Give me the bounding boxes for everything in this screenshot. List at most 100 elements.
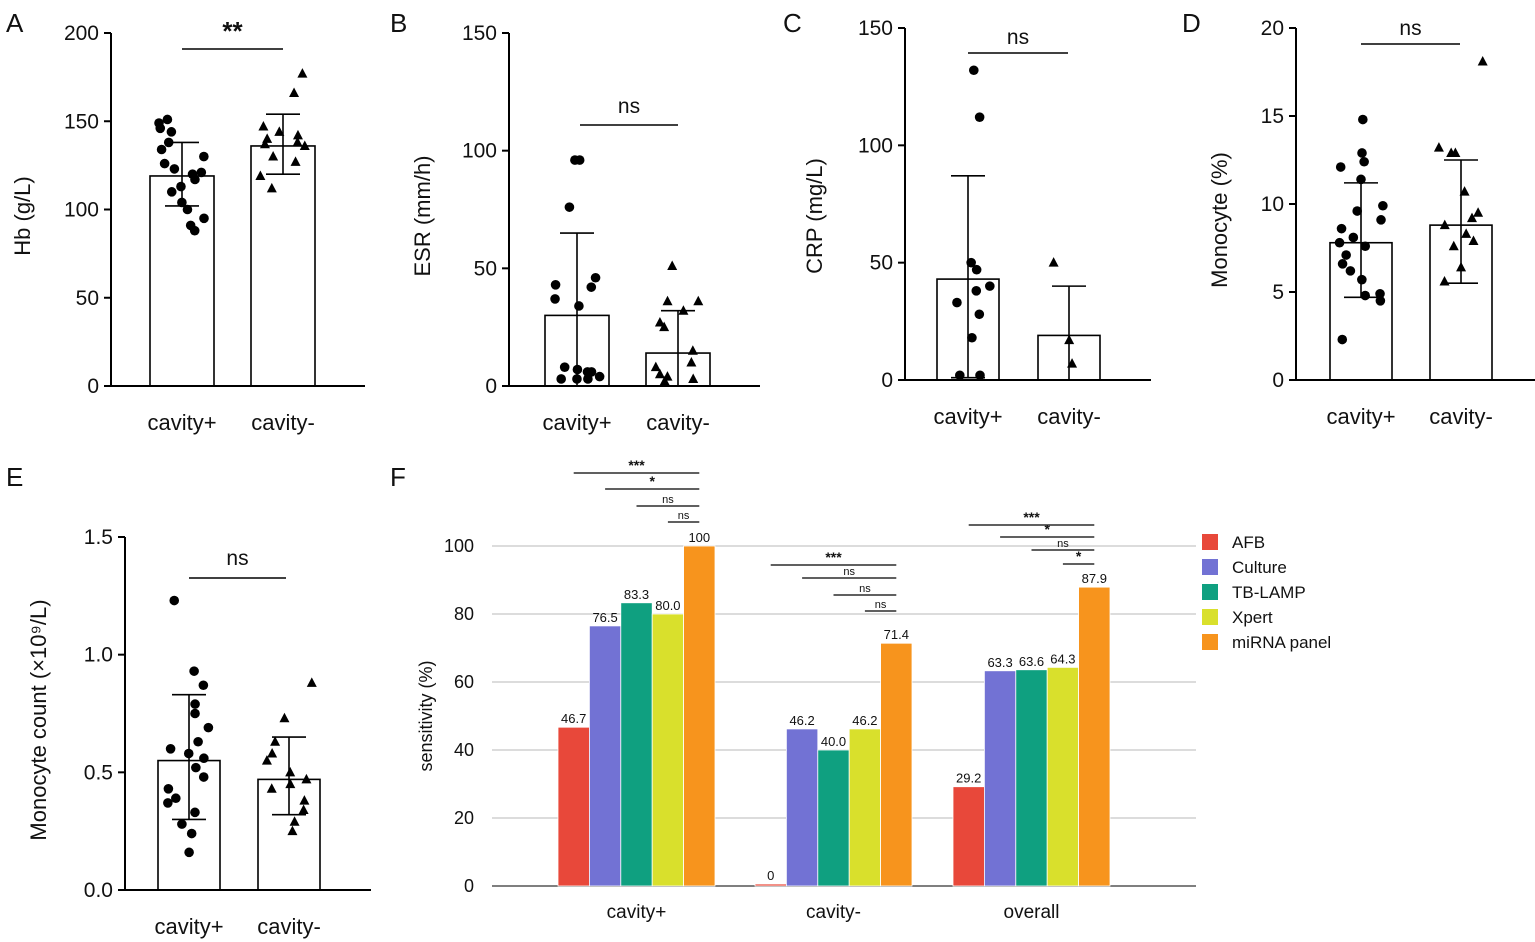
panel-letter: E <box>6 462 23 492</box>
x-tick-label: cavity+ <box>147 410 216 435</box>
x-tick-label: cavity- <box>251 410 315 435</box>
y-tick-label: 150 <box>858 17 893 40</box>
data-point <box>564 202 575 212</box>
bar-tblamp-overall <box>1015 669 1048 887</box>
legend-swatch <box>1202 609 1218 625</box>
significance-label: *** <box>628 457 645 473</box>
bar-mirnapanel-cavity <box>880 642 913 887</box>
data-point <box>654 316 665 327</box>
panel-letter: F <box>390 462 406 492</box>
panel-c: C 0 50 100 150 CRP (mg/L) cavity+ cavity-ns <box>783 8 1151 429</box>
data-point <box>952 297 962 308</box>
y-tick-label: 60 <box>454 672 474 692</box>
data-point <box>165 744 176 754</box>
data-point <box>1446 147 1457 157</box>
data-point <box>297 68 308 78</box>
x-tick-label: cavity- <box>806 902 861 923</box>
y-tick-label: 0 <box>485 375 497 398</box>
data-point <box>678 305 689 315</box>
bar-xpert-cavity <box>848 728 882 887</box>
x-tick-label: cavity+ <box>542 410 611 435</box>
y-tick-label: 10 <box>1261 193 1284 216</box>
data-point <box>198 680 209 691</box>
data-point <box>266 182 277 193</box>
y-axis-label: Monocyte (%) <box>1207 152 1232 288</box>
data-point <box>955 370 965 381</box>
y-axis-label: sensitivity (%) <box>416 660 436 771</box>
data-label: 46.2 <box>852 713 877 728</box>
data-point <box>190 699 200 709</box>
data-point <box>199 753 209 764</box>
legend-label: Xpert <box>1232 608 1273 627</box>
y-tick-label: 0.0 <box>84 879 113 902</box>
data-point <box>258 121 269 131</box>
data-point <box>1335 162 1346 172</box>
data-point <box>289 816 300 826</box>
data-point <box>1360 290 1370 301</box>
data-point <box>1348 232 1359 243</box>
data-point <box>261 755 272 765</box>
y-tick-label: 150 <box>462 22 497 45</box>
panel-letter: B <box>390 8 407 38</box>
data-point <box>193 736 203 747</box>
data-label: 0 <box>767 868 774 883</box>
data-point <box>966 257 976 268</box>
bar-xpert-overall <box>1046 666 1079 887</box>
data-point <box>659 375 670 386</box>
y-tick-label: 50 <box>76 287 99 310</box>
y-axis-label: CRP (mg/L) <box>802 158 827 274</box>
data-point <box>191 762 201 773</box>
data-point <box>550 280 561 290</box>
y-tick-label: 100 <box>64 199 99 222</box>
panel-e: E 0.0 0.5 1.0 1.5 Monocyte count (×10⁹/L) cavi… <box>6 462 371 939</box>
data-label: 83.3 <box>624 587 649 602</box>
data-point <box>1334 237 1345 248</box>
y-tick-label: 0 <box>1272 369 1284 392</box>
significance-label: ** <box>222 16 243 46</box>
data-point <box>1048 257 1059 267</box>
significance-label: * <box>1044 521 1050 537</box>
data-point <box>667 260 678 270</box>
data-point <box>550 294 560 304</box>
data-point <box>270 736 281 746</box>
bar-xpert-cavity <box>651 613 685 887</box>
data-point <box>198 772 209 782</box>
y-tick-label: 0.5 <box>84 761 113 784</box>
x-tick-label: cavity+ <box>933 404 1002 429</box>
data-point <box>1468 235 1479 245</box>
significance-label: ns <box>1007 26 1029 49</box>
data-point <box>259 138 270 149</box>
data-point <box>1359 156 1369 167</box>
data-point <box>190 174 200 185</box>
data-point <box>1433 142 1444 152</box>
data-point <box>298 804 309 814</box>
significance-label: ns <box>226 547 248 570</box>
y-tick-label: 5 <box>1272 281 1284 304</box>
data-point <box>203 722 214 733</box>
data-point <box>279 712 290 723</box>
bar-afb-cavity <box>754 883 787 887</box>
data-point <box>163 798 173 808</box>
data-point <box>1459 186 1470 196</box>
data-point <box>177 197 187 208</box>
legend-swatch <box>1202 634 1218 650</box>
data-point <box>301 773 312 784</box>
bar-cavity <box>250 145 316 387</box>
significance-label: ns <box>618 95 640 118</box>
data-point <box>274 126 285 136</box>
data-point <box>582 367 593 377</box>
significance-label: ns <box>1399 17 1421 40</box>
significance-label: *** <box>1023 509 1040 525</box>
data-point <box>971 286 982 296</box>
data-point <box>1357 274 1367 285</box>
data-point <box>1375 296 1386 306</box>
data-label: 63.3 <box>987 655 1012 670</box>
bar-culture-overall <box>984 670 1017 887</box>
data-point <box>287 825 298 836</box>
data-point <box>176 181 186 192</box>
data-point <box>196 167 207 178</box>
y-tick-label: 50 <box>870 252 893 275</box>
bar-mirnapanel-overall <box>1078 586 1111 887</box>
x-tick-label: cavity- <box>646 410 710 435</box>
